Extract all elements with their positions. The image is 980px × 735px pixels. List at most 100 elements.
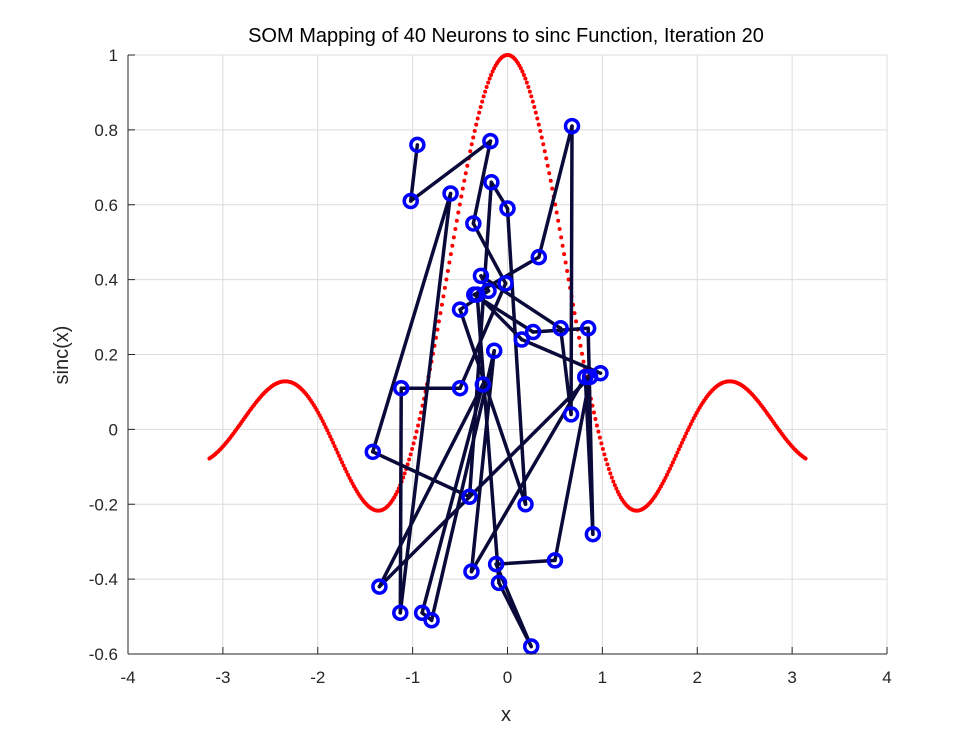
y-tick-label: 0.4 [94, 271, 118, 290]
neuron-marker [497, 275, 514, 292]
sinc-point [681, 437, 686, 442]
sinc-point [578, 343, 583, 348]
neuron-link [371, 191, 453, 454]
sinc-point [672, 457, 677, 462]
sinc-point [566, 277, 571, 282]
sinc-point [435, 327, 440, 332]
sinc-point [608, 471, 613, 476]
sinc-point [451, 235, 456, 240]
neuron-link [377, 375, 592, 589]
y-tick-label: -0.4 [89, 570, 118, 589]
x-tick-label: -4 [120, 668, 135, 687]
sinc-point [463, 171, 468, 176]
sinc-point [688, 422, 693, 427]
sinc-point [477, 110, 482, 115]
sinc-point [572, 311, 577, 316]
neuron-marker [402, 192, 419, 210]
neuron-marker [592, 364, 609, 382]
neuron-marker [579, 320, 597, 337]
sinc-point [532, 104, 537, 109]
sinc-point [559, 235, 564, 240]
sinc-point [462, 178, 467, 183]
sinc-point [329, 437, 334, 442]
y-axis-label: sinc(x) [51, 326, 73, 385]
y-tick-label: 1 [109, 46, 118, 65]
sinc-point [338, 457, 343, 462]
sinc-point [599, 441, 604, 446]
sinc-point [538, 128, 543, 133]
neuron-link [531, 326, 590, 334]
sinc-point [687, 425, 692, 430]
sinc-point [591, 410, 596, 415]
sinc-point [442, 285, 447, 290]
neuron-marker [530, 248, 548, 266]
sinc-point [554, 210, 559, 215]
sinc-point [471, 135, 476, 140]
sinc-point [323, 425, 328, 430]
sinc-point [684, 431, 689, 436]
neuron-marker [472, 267, 490, 285]
sinc-point [596, 429, 601, 434]
sinc-point [545, 163, 550, 168]
neuron-marker [451, 379, 469, 397]
neuron-marker [522, 638, 540, 655]
sinc-point [667, 466, 672, 471]
neuron-link [420, 382, 485, 615]
sinc-point [465, 163, 470, 168]
sinc-point [682, 434, 687, 439]
axes [127, 54, 888, 655]
sinc-point [524, 80, 529, 85]
neuron-marker [409, 136, 426, 154]
sinc-point [456, 210, 461, 215]
sinc-point [673, 453, 678, 458]
sinc-point [574, 319, 579, 324]
sinc-point [419, 410, 424, 415]
sinc-point [548, 178, 553, 183]
sinc-point [450, 243, 455, 248]
neuron-link [553, 375, 592, 563]
sinc-point [550, 186, 555, 191]
sinc-point [335, 450, 340, 455]
x-tick-label: -1 [405, 668, 420, 687]
neuron-link [458, 281, 508, 390]
neuron-marker [487, 555, 505, 573]
sinc-point [526, 84, 531, 89]
neuron-marker [451, 301, 469, 318]
neuron-marker [483, 174, 500, 191]
neuron-marker [562, 406, 580, 423]
sinc-point [326, 431, 331, 436]
sinc-point [603, 457, 608, 462]
sinc-point [439, 302, 444, 307]
neuron-link [569, 124, 574, 417]
sinc-point [489, 72, 494, 77]
sinc-point [337, 453, 342, 458]
tick-labels: -4 -3 -2 -1 0 1 2 3 4 -0.6 -0.4 -0.2 0 0.2 0.4 0.6 0.8 1 [89, 46, 892, 687]
sinc-point [325, 428, 330, 433]
sinc-point [444, 277, 449, 282]
sinc-point [563, 260, 568, 265]
sinc-point [669, 463, 674, 468]
sinc-point [675, 450, 680, 455]
neuron-link [494, 558, 557, 566]
sinc-point [593, 417, 598, 422]
sinc-point [518, 66, 523, 71]
neuron-link [537, 124, 574, 259]
sinc-point [457, 202, 462, 207]
x-tick-label: 0 [503, 668, 512, 687]
neuron-link [475, 292, 524, 342]
neuron-marker [463, 563, 480, 580]
neuron-link [471, 139, 493, 226]
neuron-marker [364, 443, 382, 461]
sinc-point [484, 84, 489, 89]
sinc-point [664, 472, 669, 477]
sinc-point [460, 186, 465, 191]
sinc-point [666, 469, 671, 474]
sinc-point [459, 194, 464, 199]
sinc-point [417, 417, 422, 422]
sinc-point [343, 466, 348, 471]
sinc-point [529, 94, 534, 99]
x-axis-label: x [501, 704, 511, 726]
x-tick-label: 4 [882, 668, 891, 687]
